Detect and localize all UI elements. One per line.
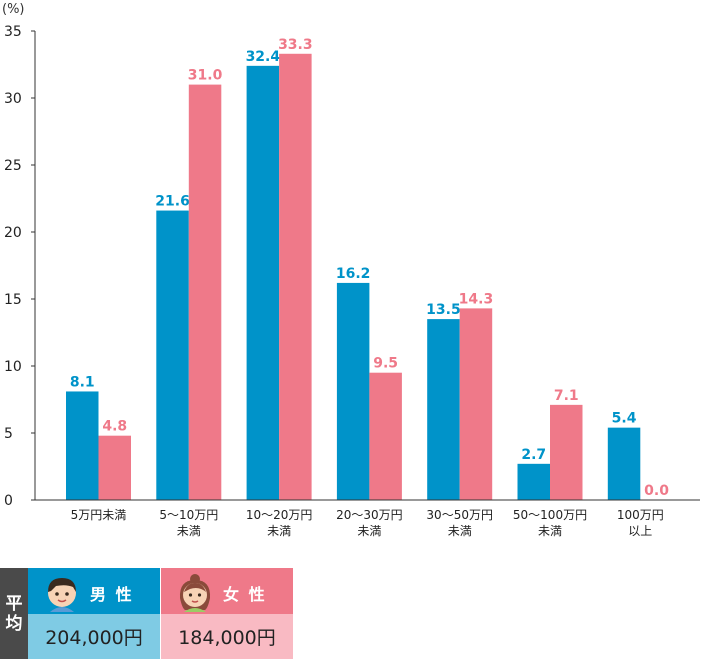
bar-female xyxy=(459,308,493,500)
girl-face-icon xyxy=(179,574,211,612)
bar-female xyxy=(279,53,312,500)
y-tick-label: 25 xyxy=(4,158,22,174)
data-label: 5.4 xyxy=(612,411,637,427)
average-male: 男 性 204,000円 xyxy=(28,568,160,659)
y-tick-label: 10 xyxy=(4,359,22,375)
data-label: 31.0 xyxy=(188,68,223,84)
bar-male xyxy=(336,282,370,500)
data-label: 14.3 xyxy=(459,291,494,307)
x-tick-label: 5～10万円 xyxy=(159,508,218,522)
data-label: 8.1 xyxy=(70,374,95,390)
y-tick-label: 30 xyxy=(4,91,22,107)
x-tick-label: 5万円未満 xyxy=(71,508,127,522)
bar-female xyxy=(98,435,131,500)
x-tick-label: 未満 xyxy=(448,524,472,538)
data-label: 21.6 xyxy=(155,194,190,210)
y-unit-label: (%) xyxy=(2,2,25,17)
x-axis: 5万円未満 5～10万円未満10～20万円未満20～30万円未満30～50万円未満… xyxy=(35,499,700,538)
data-label: 13.5 xyxy=(426,302,461,318)
bar-male xyxy=(427,319,460,500)
data-label: 9.5 xyxy=(373,356,398,372)
x-tick-label: 100万円 xyxy=(617,508,664,522)
y-tick-label: 0 xyxy=(4,493,13,509)
bar-male xyxy=(517,463,550,500)
bars: 8.1 4.8 21.6 31.0 32.433.3 16.2 9.5 13.514.3 2.7… xyxy=(66,37,669,500)
average-table: 平 均 男 性 204,000円 xyxy=(0,568,293,659)
data-label: 32.4 xyxy=(246,49,281,65)
y-tick-label: 5 xyxy=(4,426,13,442)
average-label: 平 均 xyxy=(0,568,28,659)
female-header-label: 女 性 xyxy=(223,585,267,604)
bar-female xyxy=(369,372,402,500)
bar-male xyxy=(66,391,99,500)
boy-face-icon xyxy=(48,578,76,612)
x-tick-label: 30～50万円 xyxy=(426,508,493,522)
data-label: 7.1 xyxy=(554,388,579,404)
data-label: 33.3 xyxy=(278,37,313,53)
x-tick-label: 20～30万円 xyxy=(336,508,403,522)
x-tick-label: 以上 xyxy=(628,524,652,538)
y-tick-label: 15 xyxy=(4,292,22,308)
bar-female xyxy=(550,404,583,500)
male-header-label: 男 性 xyxy=(90,585,134,604)
average-label-char-2: 均 xyxy=(5,613,23,634)
x-tick-label: 50～100万円 xyxy=(513,508,587,522)
data-label: 4.8 xyxy=(102,419,127,435)
data-label: 16.2 xyxy=(336,266,371,282)
average-label-char-1: 平 xyxy=(5,593,23,614)
male-header: 男 性 xyxy=(28,568,160,614)
y-tick-label: 35 xyxy=(4,24,22,40)
average-female: 女 性 184,000円 xyxy=(161,568,293,659)
x-tick-label: 未満 xyxy=(177,524,201,538)
bar-male xyxy=(246,65,280,500)
data-label: 2.7 xyxy=(521,447,546,463)
y-tick-label: 20 xyxy=(4,225,22,241)
x-tick-label: 未満 xyxy=(538,524,562,538)
bar-male xyxy=(607,427,641,500)
y-axis: 0 5 10 15 20 25 30 35 xyxy=(4,24,36,509)
female-header: 女 性 xyxy=(161,568,293,614)
x-tick-label: 10～20万円 xyxy=(246,508,313,522)
bar-chart: (%) 0 5 10 15 20 25 30 35 8.1 4.8 21.6 31.0 32.433.… xyxy=(2,2,700,538)
bar-female xyxy=(188,84,222,500)
x-tick-label: 未満 xyxy=(357,524,381,538)
data-label: 0.0 xyxy=(644,483,669,499)
male-average-value: 204,000円 xyxy=(28,614,160,659)
female-average-value: 184,000円 xyxy=(161,614,293,659)
x-tick-label: 未満 xyxy=(267,524,291,538)
bar-male xyxy=(156,210,189,500)
